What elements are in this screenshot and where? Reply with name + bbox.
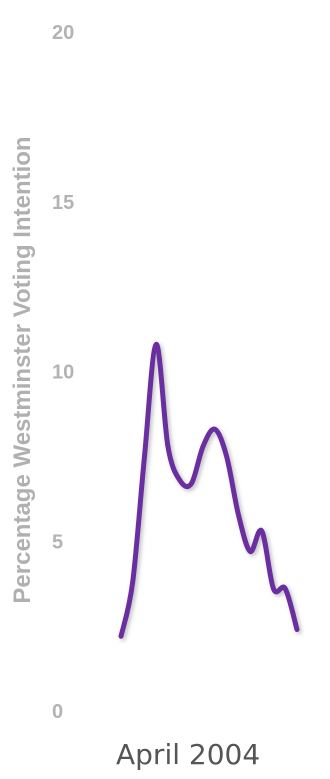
y-tick-label: 20	[52, 22, 74, 44]
y-axis-title: Percentage Westminster Voting Intention	[9, 136, 36, 603]
x-tick-label: April 2004	[116, 738, 260, 771]
y-tick-label: 10	[52, 362, 74, 384]
series-layer	[118, 341, 300, 639]
series-line-0	[118, 341, 300, 639]
y-tick-label: 15	[52, 192, 74, 214]
y-axis-ticks: 0 5 10 15 20	[52, 22, 74, 723]
y-tick-label: 5	[52, 531, 63, 553]
y-tick-label: 0	[52, 701, 63, 723]
x-axis-ticks: April 2004	[116, 738, 260, 771]
